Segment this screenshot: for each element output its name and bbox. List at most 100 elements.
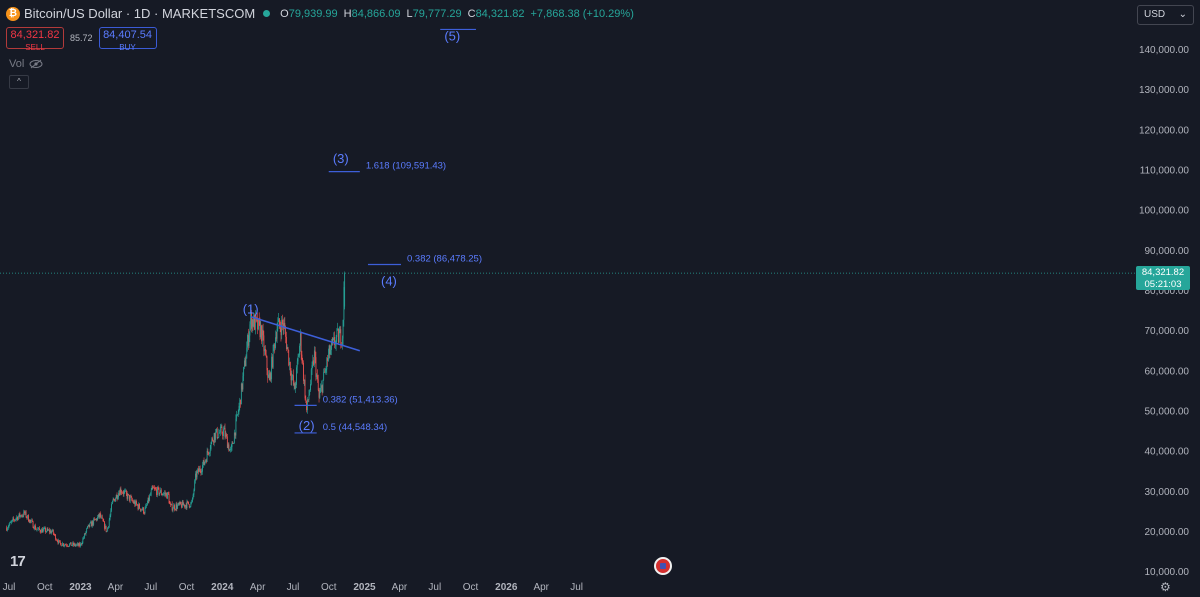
candle — [267, 370, 269, 378]
candle — [193, 490, 195, 495]
candle — [258, 318, 259, 330]
candle — [245, 358, 247, 366]
candle — [190, 502, 192, 507]
candle — [55, 534, 57, 540]
candle — [113, 499, 115, 500]
candle — [211, 438, 213, 443]
time-axis-tick: Apr — [392, 582, 408, 593]
candle — [38, 527, 40, 530]
candle — [182, 501, 184, 506]
price-axis-tick: 130,000.00 — [1139, 85, 1189, 96]
candle — [125, 490, 126, 492]
candle — [87, 524, 89, 527]
high-value: 84,866.09 — [351, 7, 401, 20]
candle — [130, 496, 132, 498]
candle — [178, 502, 180, 505]
wave-label[interactable]: (5) — [444, 28, 460, 43]
candle — [19, 513, 21, 517]
candle — [90, 522, 91, 524]
sell-price: 84,321.82 — [10, 29, 60, 41]
candle — [173, 505, 175, 509]
volume-indicator[interactable]: Vol — [9, 58, 43, 70]
candle — [241, 383, 243, 390]
us-flag-event-icon[interactable] — [654, 557, 672, 575]
candle — [307, 399, 309, 401]
candle — [41, 528, 43, 533]
price-axis-tick: 80,000.00 — [1145, 286, 1190, 297]
candle — [311, 365, 313, 370]
candle — [45, 528, 46, 533]
gear-icon[interactable]: ⚙ — [1160, 580, 1171, 594]
candle — [292, 375, 294, 377]
candle — [266, 356, 268, 371]
candle — [338, 333, 340, 343]
candle — [94, 518, 95, 520]
candle — [15, 518, 17, 520]
wave-label[interactable]: (4) — [381, 273, 397, 288]
wave-label[interactable]: (1) — [243, 302, 259, 317]
candle — [104, 521, 105, 529]
candle — [106, 531, 108, 533]
time-axis-tick: Oct — [179, 582, 195, 593]
candle — [89, 523, 91, 527]
candle — [54, 534, 56, 536]
candle — [11, 519, 13, 522]
candle — [327, 354, 329, 361]
candle — [110, 510, 112, 516]
candle — [115, 498, 116, 502]
currency-select[interactable]: USD ⌄ — [1137, 5, 1194, 25]
candle — [195, 473, 196, 481]
candle — [200, 471, 202, 473]
candle — [330, 349, 332, 355]
candle — [157, 487, 158, 496]
candle — [252, 319, 254, 327]
candle — [17, 516, 19, 520]
candle — [69, 543, 71, 547]
wave-label[interactable]: (2) — [299, 418, 315, 433]
symbol-title[interactable]: Bitcoin/US Dollar · 1D · MARKETSCOM — [24, 6, 256, 21]
candle — [248, 335, 250, 346]
candle — [285, 328, 287, 337]
candle — [83, 537, 84, 539]
tradingview-logo[interactable]: 17 — [10, 553, 26, 570]
candle — [79, 543, 81, 547]
candle — [289, 362, 290, 366]
candle — [55, 539, 57, 541]
candle — [247, 335, 248, 348]
candle — [295, 384, 297, 389]
eye-icon[interactable] — [29, 59, 43, 69]
time-axis-tick: Oct — [321, 582, 337, 593]
candle — [304, 379, 306, 399]
candle — [263, 335, 265, 352]
candle — [244, 360, 246, 366]
candle — [268, 374, 269, 378]
candle — [40, 531, 42, 533]
sell-button[interactable]: 84,321.82 SELL — [6, 27, 64, 52]
candle — [107, 527, 109, 532]
buy-button[interactable]: 84,407.54 BUY — [98, 27, 157, 52]
time-axis-tick: Apr — [533, 582, 549, 593]
candle — [322, 379, 324, 393]
candle — [265, 348, 266, 355]
candle — [50, 530, 52, 534]
sell-label: SELL — [25, 43, 45, 52]
wave-label[interactable]: (3) — [333, 151, 349, 166]
open-value: 79,939.99 — [288, 7, 338, 20]
candle — [128, 494, 130, 496]
symbol-header: ₿ Bitcoin/US Dollar · 1D · MARKETSCOM O7… — [6, 6, 640, 21]
candle — [235, 418, 237, 436]
candle — [105, 525, 107, 532]
candle — [154, 488, 156, 490]
candle — [340, 329, 342, 345]
candle — [45, 531, 47, 533]
spread-value: 85.72 — [70, 33, 93, 43]
chevron-up-icon[interactable]: ^ — [9, 75, 29, 89]
candle — [199, 468, 201, 472]
candle — [64, 544, 66, 546]
candle — [290, 373, 292, 381]
candle — [62, 543, 64, 546]
candle — [268, 374, 270, 381]
candle — [142, 507, 144, 510]
trendline[interactable] — [250, 315, 361, 352]
